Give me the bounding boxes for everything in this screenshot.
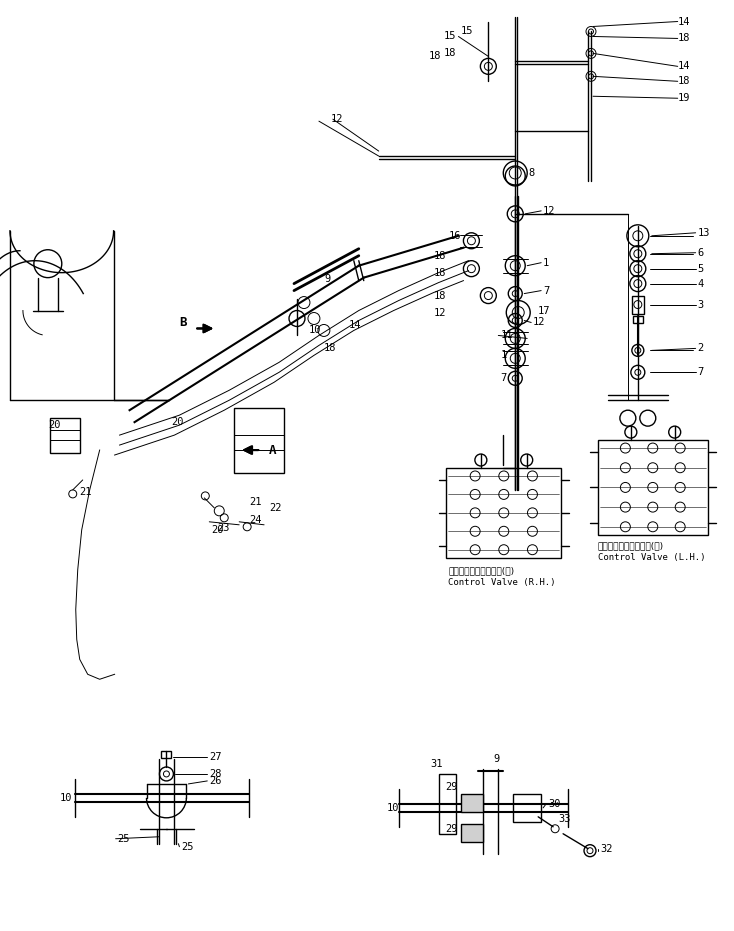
- Text: 1: 1: [543, 258, 550, 268]
- Text: 17: 17: [538, 305, 550, 316]
- Text: 18: 18: [324, 344, 336, 354]
- Text: 10: 10: [309, 326, 321, 335]
- Text: 23: 23: [217, 523, 230, 533]
- Text: 4: 4: [697, 278, 704, 289]
- Text: 31: 31: [431, 759, 443, 769]
- Bar: [50, 418, 80, 453]
- Bar: [462, 824, 484, 842]
- Bar: [234, 408, 284, 473]
- Text: 14: 14: [349, 320, 361, 331]
- Text: 9: 9: [493, 754, 500, 764]
- Bar: [513, 794, 541, 822]
- Text: 18: 18: [677, 76, 690, 87]
- Text: 9: 9: [324, 274, 330, 284]
- Text: 19: 19: [677, 93, 690, 103]
- Text: 7: 7: [543, 286, 550, 296]
- Text: 18: 18: [434, 267, 446, 277]
- Text: コントロールバルブ　(右): コントロールバルブ (右): [448, 567, 515, 575]
- Text: 21: 21: [80, 487, 92, 497]
- Text: コントロールバルブ　(左): コントロールバルブ (左): [598, 542, 664, 551]
- Bar: [633, 316, 643, 323]
- Text: 20: 20: [48, 420, 60, 430]
- Text: 20: 20: [211, 525, 224, 534]
- Text: 3: 3: [697, 300, 704, 309]
- Text: 12: 12: [533, 317, 545, 328]
- Bar: [446, 468, 561, 558]
- Text: 5: 5: [697, 263, 704, 274]
- Text: 12: 12: [434, 307, 446, 317]
- Bar: [462, 794, 484, 812]
- Bar: [438, 774, 457, 834]
- Text: 18: 18: [434, 290, 446, 301]
- Text: 30: 30: [548, 799, 561, 809]
- Bar: [161, 751, 172, 758]
- Text: 13: 13: [697, 228, 710, 237]
- Text: 18: 18: [677, 34, 690, 44]
- Text: 14: 14: [677, 61, 690, 72]
- Text: 7: 7: [501, 373, 506, 384]
- Text: 8: 8: [528, 168, 534, 178]
- Text: 10: 10: [387, 803, 399, 813]
- Text: A: A: [269, 443, 277, 456]
- Text: Control Valve (R.H.): Control Valve (R.H.): [448, 577, 556, 587]
- Text: 24: 24: [249, 515, 261, 525]
- Text: 18: 18: [434, 250, 446, 261]
- Text: 20: 20: [172, 417, 184, 427]
- Text: 26: 26: [209, 776, 222, 786]
- Text: 12: 12: [543, 206, 556, 216]
- Text: 25: 25: [117, 834, 130, 843]
- Text: 11: 11: [501, 331, 513, 341]
- Text: Control Valve (L.H.): Control Valve (L.H.): [598, 553, 705, 561]
- Text: 29: 29: [446, 824, 458, 834]
- Text: 18: 18: [429, 51, 441, 61]
- Text: 14: 14: [677, 17, 690, 26]
- Text: 12: 12: [331, 115, 344, 124]
- Text: 25: 25: [181, 842, 194, 852]
- Text: 16: 16: [448, 231, 461, 241]
- Bar: [632, 295, 644, 314]
- Text: 6: 6: [697, 248, 704, 258]
- Text: 1: 1: [501, 350, 506, 360]
- Text: 2: 2: [697, 344, 704, 354]
- Text: 32: 32: [600, 843, 612, 854]
- Text: 18: 18: [443, 48, 456, 59]
- Text: 15: 15: [443, 32, 456, 42]
- Text: 22: 22: [269, 503, 282, 513]
- Text: 15: 15: [460, 26, 473, 36]
- Text: 33: 33: [558, 814, 570, 824]
- Text: 7: 7: [697, 368, 704, 377]
- Text: 27: 27: [209, 752, 222, 762]
- Text: B: B: [179, 316, 186, 329]
- Text: 29: 29: [446, 782, 458, 792]
- Text: 10: 10: [59, 793, 72, 803]
- Text: 21: 21: [249, 497, 261, 506]
- Text: 28: 28: [209, 769, 222, 779]
- Bar: [598, 440, 708, 534]
